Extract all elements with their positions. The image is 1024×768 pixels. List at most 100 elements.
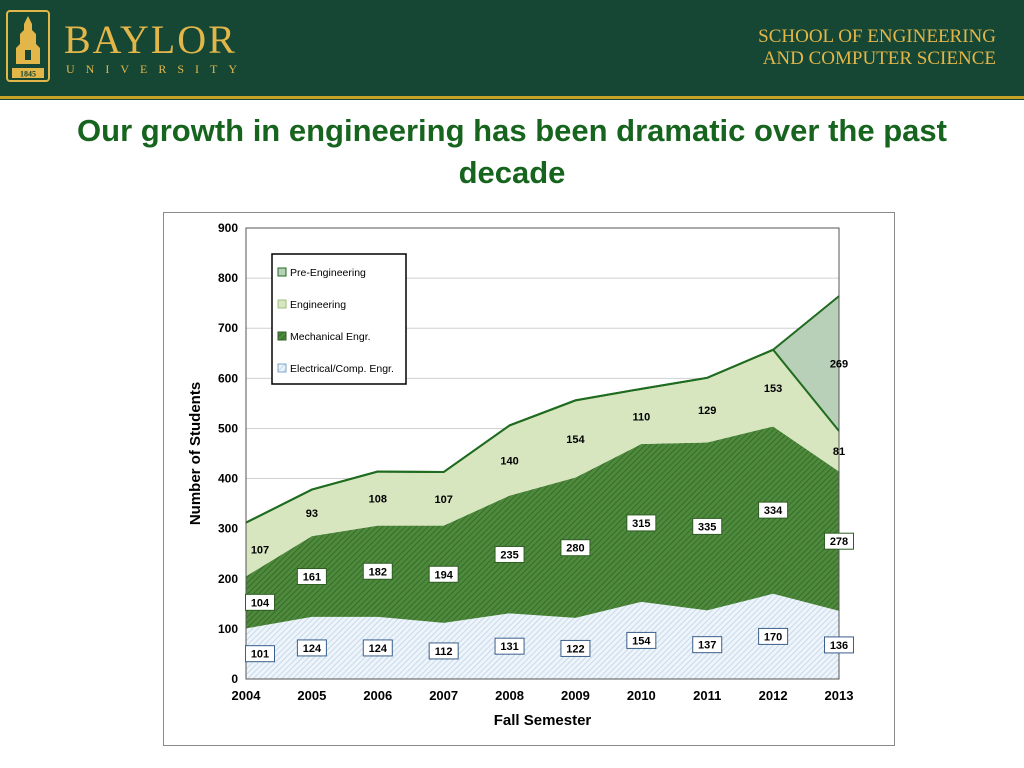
pre-engineering-top-line xyxy=(245,295,840,524)
data-label: 194 xyxy=(434,569,453,581)
y-tick-label: 600 xyxy=(218,371,238,385)
y-tick-label: 800 xyxy=(218,271,238,285)
data-label: 315 xyxy=(632,518,650,530)
data-label: 136 xyxy=(830,640,848,652)
legend-swatch-engineering xyxy=(277,299,287,309)
area-electrical-comp-engr xyxy=(246,593,839,679)
y-tick-label: 100 xyxy=(218,622,238,636)
data-label: 137 xyxy=(698,640,716,652)
data-label: 112 xyxy=(435,646,453,658)
legend-box xyxy=(271,253,407,385)
legend-label-mechanical-engr: Mechanical Engr. xyxy=(290,331,371,343)
data-label: 154 xyxy=(566,434,585,446)
data-label-box xyxy=(245,645,275,663)
legend-swatch-pre-engineering xyxy=(277,267,287,277)
x-tick-label: 2010 xyxy=(627,688,656,703)
data-label: 101 xyxy=(251,649,269,661)
data-label-box xyxy=(692,636,723,654)
header-gold-rule xyxy=(0,96,1024,99)
plot-area-border xyxy=(245,227,840,680)
legend-label-engineering: Engineering xyxy=(290,299,346,311)
legend-swatch-mechanical-engr xyxy=(277,331,287,341)
data-label-box xyxy=(494,545,525,563)
y-axis-title: Number of Students xyxy=(187,382,204,525)
x-tick-label: 2009 xyxy=(561,688,590,703)
data-label: 108 xyxy=(369,494,387,506)
x-tick-label: 2013 xyxy=(825,688,854,703)
y-tick-label: 200 xyxy=(218,572,238,586)
school-name: SCHOOL OF ENGINEERING AND COMPUTER SCIEN… xyxy=(758,26,996,70)
data-label-box xyxy=(494,637,525,655)
data-label: 269 xyxy=(830,359,848,371)
y-tick-label: 400 xyxy=(218,472,238,486)
data-label: 129 xyxy=(698,405,716,417)
data-label-box xyxy=(296,639,327,657)
data-label-box xyxy=(626,514,657,532)
chart-frame: 0 100 200 300 400 500 600 700 800 900 101 124 124 112… xyxy=(163,212,895,746)
data-label-box xyxy=(824,532,854,550)
data-label: 280 xyxy=(566,543,584,555)
data-label: 153 xyxy=(764,383,782,395)
data-label: 104 xyxy=(251,597,270,609)
data-label-box xyxy=(362,562,393,580)
x-tick-label: 2004 xyxy=(232,688,262,703)
slide-title: Our growth in engineering has been drama… xyxy=(77,113,947,190)
data-label: 278 xyxy=(830,536,848,548)
data-label-box xyxy=(560,539,591,557)
data-label-box xyxy=(692,517,723,535)
school-line-1: SCHOOL OF ENGINEERING xyxy=(758,26,996,47)
x-tick-label: 2012 xyxy=(759,688,788,703)
data-label-box xyxy=(245,593,275,611)
data-label-box xyxy=(428,642,459,660)
data-label: 122 xyxy=(566,643,584,655)
y-tick-label: 0 xyxy=(231,672,238,686)
header-green-rule xyxy=(0,99,1024,100)
data-label: 161 xyxy=(303,572,321,584)
data-label-box xyxy=(296,568,327,586)
data-label: 182 xyxy=(369,566,387,578)
data-label-box xyxy=(428,565,459,583)
school-line-2: AND COMPUTER SCIENCE xyxy=(762,48,996,69)
data-label-box xyxy=(362,639,393,657)
legend-label-pre-engineering: Pre-Engineering xyxy=(290,267,366,279)
x-tick-label: 2005 xyxy=(297,688,326,703)
data-label: 235 xyxy=(500,549,518,561)
data-label: 335 xyxy=(698,521,716,533)
legend-swatch-electrical-comp-engr xyxy=(277,363,287,373)
brand-subtitle: UNIVERSITY xyxy=(66,62,248,76)
data-label: 131 xyxy=(500,641,518,653)
x-tick-label: 2008 xyxy=(495,688,524,703)
data-label: 93 xyxy=(306,508,318,520)
x-tick-label: 2011 xyxy=(693,688,721,703)
data-label: 124 xyxy=(369,643,388,655)
stacked-area-chart: 0 100 200 300 400 500 600 700 800 900 101 124 124 112… xyxy=(187,221,854,729)
area-engineering xyxy=(246,349,839,577)
header-bar: 1845 BAYLOR UNIVERSITY SCHOOL OF ENGINEE… xyxy=(0,0,1024,96)
x-axis-title: Fall Semester xyxy=(494,712,592,729)
y-tick-label: 500 xyxy=(218,421,238,435)
y-tick-label: 900 xyxy=(218,221,238,235)
data-label-box xyxy=(824,636,854,654)
data-label-box xyxy=(758,501,789,519)
x-tick-label: 2007 xyxy=(429,688,458,703)
data-label: 334 xyxy=(764,505,783,517)
data-label: 140 xyxy=(500,456,518,468)
x-tick-label: 2006 xyxy=(363,688,392,703)
data-label: 154 xyxy=(632,635,651,647)
data-label: 81 xyxy=(833,446,845,458)
data-label: 107 xyxy=(434,494,452,506)
data-label-box xyxy=(758,627,789,645)
data-label: 110 xyxy=(632,411,650,423)
data-label: 124 xyxy=(303,643,322,655)
y-tick-label: 300 xyxy=(218,522,238,536)
data-label-box xyxy=(626,631,657,649)
data-label: 170 xyxy=(764,631,782,643)
area-mechanical-engr xyxy=(246,426,839,629)
data-label-box xyxy=(560,639,591,657)
y-tick-label: 700 xyxy=(218,321,238,335)
crest-year: 1845 xyxy=(20,70,36,79)
legend-label-electrical-comp-engr: Electrical/Comp. Engr. xyxy=(290,363,394,375)
baylor-crest-icon: 1845 xyxy=(6,10,50,82)
brand-name: BAYLOR xyxy=(64,17,237,62)
data-label: 107 xyxy=(251,544,269,556)
